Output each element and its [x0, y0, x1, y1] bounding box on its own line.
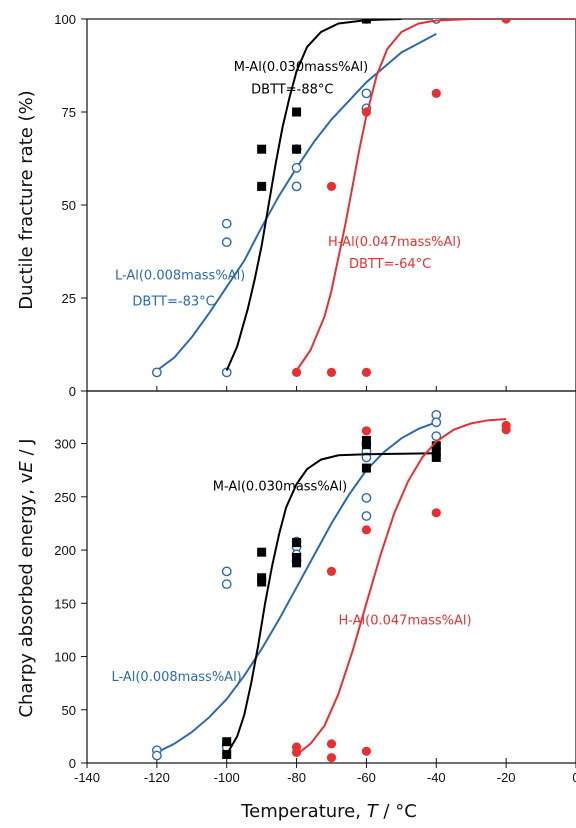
panel-bottom-charpy-energy: 0 50 100 150 200 250 300 -140 -120 -100 -80 -60 -40 -… — [54, 390, 576, 785]
data-point-m-al — [361, 463, 371, 473]
data-point-l-al — [221, 218, 232, 229]
x-tick-label: -140 — [74, 770, 100, 785]
fit-curve-m-al — [225, 452, 437, 756]
data-point-h-al — [291, 747, 302, 757]
data-point-l-al — [291, 181, 302, 192]
data-point-m-al — [257, 144, 267, 154]
data-point-h-al — [291, 367, 302, 377]
data-point-l-al — [221, 237, 232, 248]
plot-frame — [86, 390, 576, 764]
x-axis-label: Temperature, T / °C — [240, 801, 417, 822]
data-point-m-al — [292, 538, 302, 548]
data-point-l-al — [221, 566, 232, 577]
data-point-m-al — [361, 19, 371, 24]
data-point-l-al — [431, 417, 442, 428]
data-point-m-al — [292, 553, 302, 563]
data-point-h-al — [361, 426, 372, 436]
y-tick-label: 50 — [62, 198, 76, 213]
data-point-h-al — [501, 19, 511, 24]
annotation-label: H-Al(0.047mass%Al) — [338, 614, 471, 629]
y-tick-label: 200 — [54, 543, 76, 558]
y-tick-label: 0 — [69, 384, 76, 399]
x-axis-label-suffix: / °C — [378, 801, 417, 822]
bottom-y-axis-label: Charpy absorbed energy, vE / J — [16, 438, 37, 717]
x-axis-label-prefix: Temperature, — [240, 801, 366, 822]
annotation-label: M-Al(0.030mass%Al) — [234, 60, 369, 75]
bottom-y-axis-label-prefix: Charpy absorbed energy, v — [16, 472, 37, 717]
data-point-h-al — [326, 367, 337, 377]
x-tick-label: -120 — [144, 770, 170, 785]
data-point-h-al — [361, 525, 372, 535]
y-tick-label: 75 — [62, 105, 76, 120]
data-point-l-al — [291, 162, 302, 173]
x-tick-label: -20 — [497, 770, 516, 785]
data-point-l-al — [361, 492, 372, 503]
data-point-l-al — [151, 367, 162, 378]
data-point-h-al — [361, 367, 372, 377]
data-point-m-al — [361, 440, 371, 450]
y-tick-label: 25 — [62, 291, 76, 306]
annotation-label: DBTT=-88°C — [251, 82, 333, 97]
bottom-y-axis-label-italic: E — [16, 461, 37, 473]
annotation-label: M-Al(0.030mass%Al) — [213, 479, 348, 494]
x-axis-label-italic: T — [367, 801, 380, 822]
data-point-h-al — [361, 746, 372, 756]
data-point-m-al — [257, 577, 267, 587]
data-point-h-al — [431, 508, 441, 518]
fit-curve-h-al — [295, 418, 507, 756]
data-point-m-al — [431, 447, 441, 457]
data-point-l-al — [361, 88, 372, 99]
data-point-m-al — [257, 547, 267, 557]
data-point-m-al — [292, 107, 302, 117]
data-point-h-al — [326, 739, 337, 749]
annotation-label: H-Al(0.047mass%Al) — [328, 235, 461, 250]
y-tick-label: 150 — [54, 596, 76, 611]
fit-curve-l-al — [156, 421, 437, 754]
data-point-m-al — [222, 737, 232, 747]
plot-area — [151, 19, 576, 378]
bottom-y-axis-label-suffix: / J — [16, 438, 37, 461]
annotation-label: L-Al(0.008mass%Al) — [115, 268, 245, 283]
annotation-label: DBTT=-83°C — [132, 294, 214, 309]
x-tick-label: -40 — [427, 770, 446, 785]
x-tick-label: -80 — [287, 770, 306, 785]
data-point-m-al — [222, 749, 232, 759]
data-point-m-al — [431, 441, 441, 451]
top-y-axis-label: Ductile fracture rate (%) — [16, 90, 37, 309]
y-tick-label: 100 — [54, 650, 76, 665]
data-point-l-al — [361, 511, 372, 521]
y-tick-label: 0 — [69, 756, 76, 771]
y-tick-label: 250 — [54, 490, 76, 505]
panel-top-ductile-fracture: 0 25 50 75 100 M-Al(0.030mass%Al) DBTT=-88°C H-… — [54, 12, 576, 399]
plot-area — [151, 409, 511, 763]
fit-curve-m-al — [225, 19, 402, 371]
y-tick-label: 300 — [54, 437, 76, 452]
annotation-label: L-Al(0.008mass%Al) — [111, 670, 241, 685]
x-tick-label: -60 — [357, 770, 376, 785]
data-point-m-al — [257, 181, 267, 191]
data-point-m-al — [292, 558, 302, 568]
data-point-m-al — [431, 452, 441, 462]
data-point-h-al — [326, 753, 337, 763]
x-tick-label: 0 — [572, 770, 576, 785]
data-point-h-al — [431, 88, 441, 98]
data-point-l-al — [221, 579, 232, 590]
x-tick-label: -100 — [214, 770, 240, 785]
data-point-h-al — [326, 181, 337, 191]
data-point-h-al — [501, 425, 511, 435]
y-tick-label: 100 — [54, 12, 76, 27]
data-point-m-al — [292, 144, 302, 154]
annotation-label: DBTT=-64°C — [349, 257, 431, 272]
y-tick-label: 50 — [62, 703, 76, 718]
data-point-h-al — [361, 107, 372, 117]
data-point-h-al — [326, 566, 337, 576]
data-point-l-al — [151, 750, 162, 761]
